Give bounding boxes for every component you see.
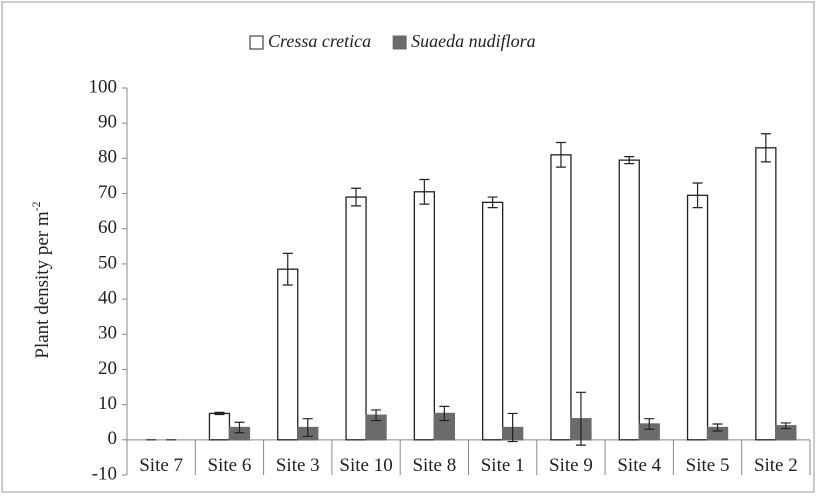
x-tick-label: Site 8 xyxy=(412,455,456,476)
error-bar xyxy=(234,421,245,434)
x-tick-label: Site 10 xyxy=(339,455,392,476)
error-bar xyxy=(555,141,566,168)
bar xyxy=(208,412,231,441)
error-bar xyxy=(644,418,655,430)
y-tick-label: 80 xyxy=(98,147,117,168)
y-tick-label: 40 xyxy=(98,287,117,308)
bar xyxy=(413,191,436,441)
bar xyxy=(686,194,709,441)
legend-swatch xyxy=(249,35,264,50)
bar xyxy=(755,147,777,441)
error-bar xyxy=(692,182,703,209)
x-tick-label: Site 2 xyxy=(754,455,798,476)
y-tick-label: 50 xyxy=(98,252,117,273)
x-tick-label: Site 3 xyxy=(276,455,320,476)
bar xyxy=(345,196,367,441)
error-bar xyxy=(760,133,771,163)
bar xyxy=(277,268,299,441)
error-bar xyxy=(351,187,362,207)
y-tick-label: 60 xyxy=(98,217,117,238)
error-bar xyxy=(419,178,430,205)
error-bar xyxy=(439,405,450,422)
error-bar xyxy=(712,423,723,432)
y-tick-label: 30 xyxy=(98,323,117,344)
error-bar xyxy=(487,196,498,209)
y-tick-label: 10 xyxy=(98,393,117,414)
legend-label: Suaeda nudiflora xyxy=(411,31,536,51)
error-bar xyxy=(302,418,313,437)
error-bar xyxy=(282,252,293,286)
y-tick-label: 90 xyxy=(98,112,117,133)
error-bar xyxy=(780,422,791,430)
x-tick-label: Site 6 xyxy=(208,455,252,476)
bar xyxy=(550,154,572,441)
y-label-text: Plant density per m xyxy=(32,211,53,358)
legend-swatch xyxy=(392,35,407,50)
y-tick-label: -10 xyxy=(92,463,117,484)
y-tick-label: 20 xyxy=(98,358,117,379)
x-tick-label: Site 5 xyxy=(686,455,730,476)
y-label-superscript: -2 xyxy=(29,201,43,211)
error-bar xyxy=(624,156,635,165)
y-tick-label: 70 xyxy=(98,182,117,203)
y-tick-label: 100 xyxy=(89,76,118,97)
error-bar xyxy=(507,412,518,443)
bar xyxy=(618,159,640,441)
error-bar xyxy=(214,411,225,416)
legend-label: Cressa cretica xyxy=(268,31,371,51)
error-bar xyxy=(575,391,586,446)
y-axis-label: Plant density per m-2 xyxy=(29,201,54,358)
bar xyxy=(481,201,504,441)
x-tick-label: Site 7 xyxy=(139,455,183,476)
x-tick-label: Site 1 xyxy=(481,455,525,476)
y-tick-label: 0 xyxy=(108,428,118,449)
error-bar xyxy=(371,409,382,422)
x-tick-label: Site 4 xyxy=(617,455,661,476)
x-tick-label: Site 9 xyxy=(549,455,593,476)
